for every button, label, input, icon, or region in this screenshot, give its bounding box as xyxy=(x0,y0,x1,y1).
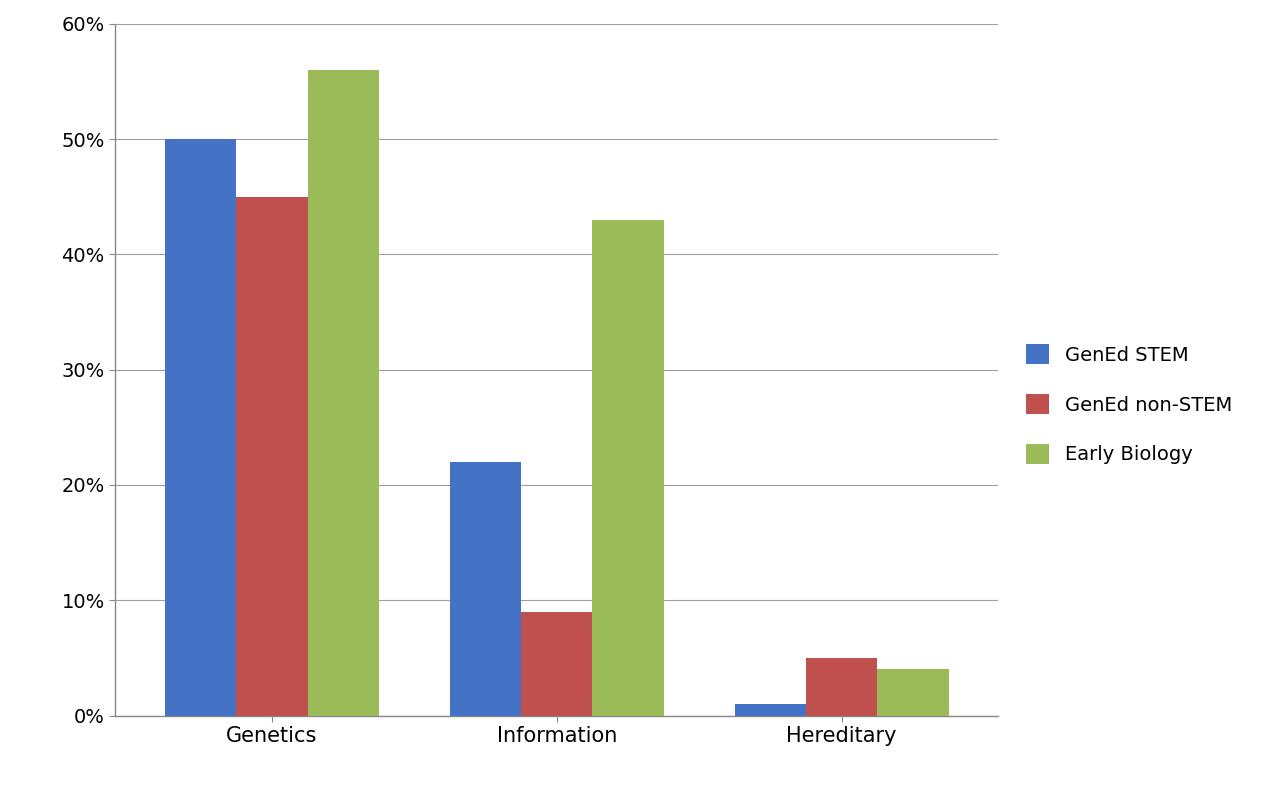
Bar xyxy=(451,462,521,716)
Bar xyxy=(307,70,379,716)
Bar xyxy=(735,704,806,716)
Bar xyxy=(806,658,877,716)
Bar xyxy=(237,196,307,716)
Bar xyxy=(593,220,663,716)
Legend: GenEd STEM, GenEd non-STEM, Early Biology: GenEd STEM, GenEd non-STEM, Early Biolog… xyxy=(1025,344,1231,464)
Bar xyxy=(165,139,237,716)
Bar xyxy=(877,669,948,716)
Bar xyxy=(521,612,593,716)
